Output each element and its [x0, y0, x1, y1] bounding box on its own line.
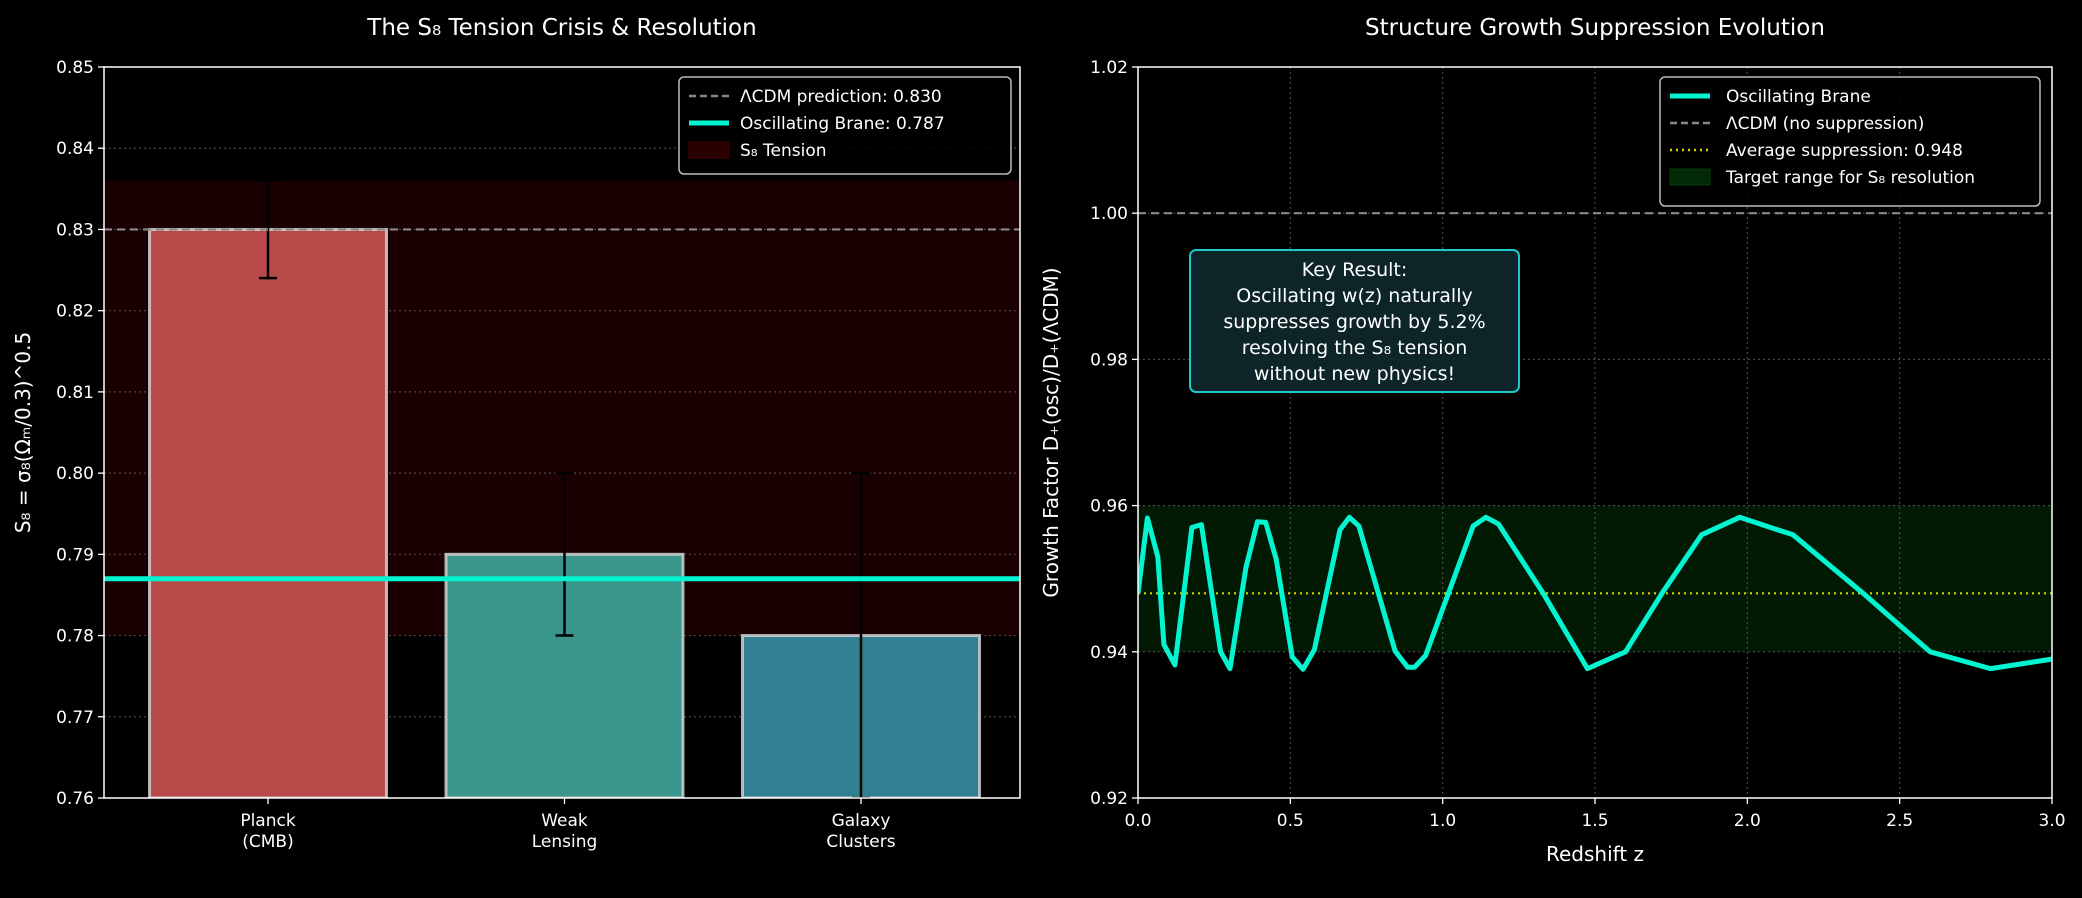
- annotation-line: resolving the S₈ tension: [1242, 337, 1468, 359]
- chart-panel-1: 0.92 0.94 0.96 0.98 1.00 1.02 0.0 0.5 1.0 1.5 2.0 2…: [1039, 15, 2066, 866]
- annotation-line: Oscillating w(z) naturally: [1236, 285, 1472, 307]
- y-tick-label: 1.00: [1090, 204, 1128, 224]
- y-tick-label: 0.84: [56, 139, 94, 159]
- y-tick-label: 0.94: [1090, 643, 1128, 663]
- legend-label: Average suppression: 0.948: [1726, 141, 1963, 161]
- bar: [148, 227, 388, 798]
- x-tick-label: Galaxy: [832, 811, 891, 831]
- y-axis-label: S₈ = σ₈(Ωₘ/0.3)^0.5: [11, 332, 35, 533]
- legend-label: ΛCDM (no suppression): [1726, 114, 1924, 134]
- y-tick-label: 0.76: [56, 789, 94, 809]
- annotation-line: without new physics!: [1254, 363, 1455, 385]
- annotation-line: suppresses growth by 5.2%: [1223, 311, 1485, 333]
- x-tick-label: 2.0: [1734, 811, 1761, 831]
- legend: Oscillating Brane ΛCDM (no suppression) Av…: [1659, 76, 2041, 207]
- y-tick-label: 0.81: [56, 383, 94, 403]
- legend-label: Target range for S₈ resolution: [1725, 168, 1975, 188]
- x-tick-label: 1.0: [1429, 811, 1456, 831]
- y-tick-label: 0.78: [56, 627, 94, 647]
- legend-swatch: [688, 141, 730, 159]
- y-tick-label: 0.96: [1090, 497, 1128, 517]
- y-axis-label: Growth Factor D₊(osc)/D₊(ΛCDM): [1039, 267, 1063, 597]
- x-tick-label: 1.5: [1581, 811, 1608, 831]
- plot-area: [104, 67, 1020, 798]
- y-tick-label: 1.02: [1090, 58, 1128, 78]
- annotation-line: Key Result:: [1302, 259, 1408, 281]
- axes-frame: [1137, 66, 2053, 799]
- chart-panel-0: 0.76 0.77 0.78 0.79 0.80 0.81 0.82 0.83 0.84 0.85…: [11, 15, 1021, 852]
- x-tick-label: Planck: [240, 811, 296, 831]
- y-tick-label: 0.80: [56, 464, 94, 484]
- plot-area: [1138, 67, 2052, 798]
- legend-label: ΛCDM prediction: 0.830: [740, 87, 942, 107]
- y-tick-label: 0.85: [56, 58, 94, 78]
- x-tick-label: 3.0: [2038, 811, 2065, 831]
- chart-title: The S₈ Tension Crisis & Resolution: [366, 15, 756, 41]
- y-tick-label: 0.98: [1090, 350, 1128, 370]
- key-result-annotation: Key Result: Oscillating w(z) naturally sup…: [1189, 249, 1520, 393]
- x-axis-label: Redshift z: [1546, 842, 1644, 866]
- axes-frame: [103, 66, 1021, 799]
- x-tick-label: Clusters: [826, 832, 895, 852]
- y-tick-label: 0.82: [56, 302, 94, 322]
- y-tick-label: 0.79: [56, 545, 94, 565]
- legend-label: S₈ Tension: [740, 141, 827, 161]
- y-tick-label: 0.83: [56, 220, 94, 240]
- chart-title: Structure Growth Suppression Evolution: [1365, 15, 1825, 41]
- y-tick-label: 0.92: [1090, 789, 1128, 809]
- legend-swatch: [1669, 168, 1711, 186]
- x-tick-label: Weak: [541, 811, 588, 831]
- legend-label: Oscillating Brane: [1726, 87, 1871, 107]
- oscillating-brane-series: [1138, 514, 2052, 672]
- x-tick-label: 2.5: [1886, 811, 1913, 831]
- x-tick-label: 0.5: [1277, 811, 1304, 831]
- x-tick-label: Lensing: [532, 832, 598, 852]
- legend-label: Oscillating Brane: 0.787: [740, 114, 945, 134]
- x-tick-label: (CMB): [242, 832, 293, 852]
- y-tick-label: 0.77: [56, 708, 94, 728]
- legend: ΛCDM prediction: 0.830 Oscillating Brane:…: [678, 76, 1012, 175]
- x-tick-label: 0.0: [1124, 811, 1151, 831]
